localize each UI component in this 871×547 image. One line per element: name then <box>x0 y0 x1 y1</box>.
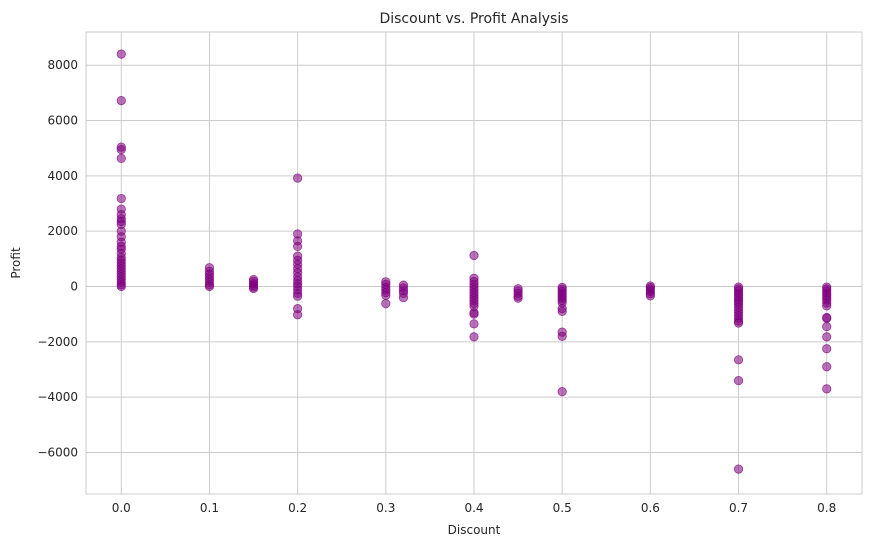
scatter-point <box>733 375 744 386</box>
scatter-point <box>822 301 832 311</box>
scatter-point <box>557 387 567 397</box>
scatter-point <box>469 309 479 319</box>
x-tick-label: 0.6 <box>641 501 660 515</box>
scatter-point <box>293 173 303 183</box>
y-tick-label: −4000 <box>37 390 78 404</box>
scatter-point <box>204 281 215 292</box>
grid-lines <box>85 31 863 495</box>
scatter-point <box>469 250 479 261</box>
scatter-point <box>469 332 479 342</box>
scatter-point <box>557 331 567 341</box>
scatter-point <box>381 290 391 300</box>
scatter-point <box>293 310 303 320</box>
x-tick-label: 0.3 <box>376 501 395 515</box>
y-tick-label: −2000 <box>37 335 78 349</box>
y-tick-label: 2000 <box>47 224 78 238</box>
x-tick-label: 0.7 <box>729 501 748 515</box>
y-tick-label: 8000 <box>47 58 78 72</box>
y-axis-title: Profit <box>9 247 23 279</box>
scatter-point <box>822 322 832 332</box>
scatter-point <box>822 313 832 323</box>
scatter-point <box>293 291 303 301</box>
y-tick-label: −6000 <box>37 446 78 460</box>
y-tick-label: 6000 <box>47 114 78 128</box>
y-tick-labels: −6000 −4000 −2000 0 2000 4000 6000 8000 <box>37 58 78 459</box>
scatter-point <box>116 96 126 106</box>
plot-frame <box>85 31 863 495</box>
scatter-point <box>469 319 479 329</box>
x-tick-label: 0.1 <box>200 501 219 515</box>
scatter-point <box>116 193 126 204</box>
scatter-point <box>733 464 744 474</box>
scatter-point <box>822 332 832 342</box>
scatter-point <box>381 299 391 309</box>
y-tick-label: 0 <box>70 280 78 294</box>
data-points <box>116 49 832 474</box>
scatter-point <box>822 384 832 394</box>
scatter-point <box>822 362 832 372</box>
x-tick-label: 0.5 <box>553 501 572 515</box>
scatter-point <box>116 49 126 59</box>
x-axis-title: Discount <box>448 523 501 537</box>
scatter-point <box>248 283 259 294</box>
x-tick-label: 0.2 <box>288 501 307 515</box>
scatter-point <box>293 241 303 252</box>
scatter-point <box>116 281 126 292</box>
scatter-point <box>398 292 409 303</box>
y-tick-label: 4000 <box>47 169 78 183</box>
scatter-point <box>733 355 744 365</box>
scatter-point <box>116 153 126 164</box>
x-tick-label: 0.4 <box>464 501 483 515</box>
scatter-point <box>116 144 126 155</box>
scatter-point <box>557 306 567 317</box>
chart-title: Discount vs. Profit Analysis <box>379 11 568 27</box>
scatter-point <box>513 293 523 303</box>
x-tick-labels: 0.0 0.1 0.2 0.3 0.4 0.5 0.6 0.7 0.8 <box>112 501 837 515</box>
scatter-point <box>822 344 832 354</box>
scatter-point <box>645 291 655 301</box>
scatter-point <box>733 318 744 328</box>
x-tick-label: 0.8 <box>817 501 836 515</box>
x-tick-label: 0.0 <box>112 501 131 515</box>
